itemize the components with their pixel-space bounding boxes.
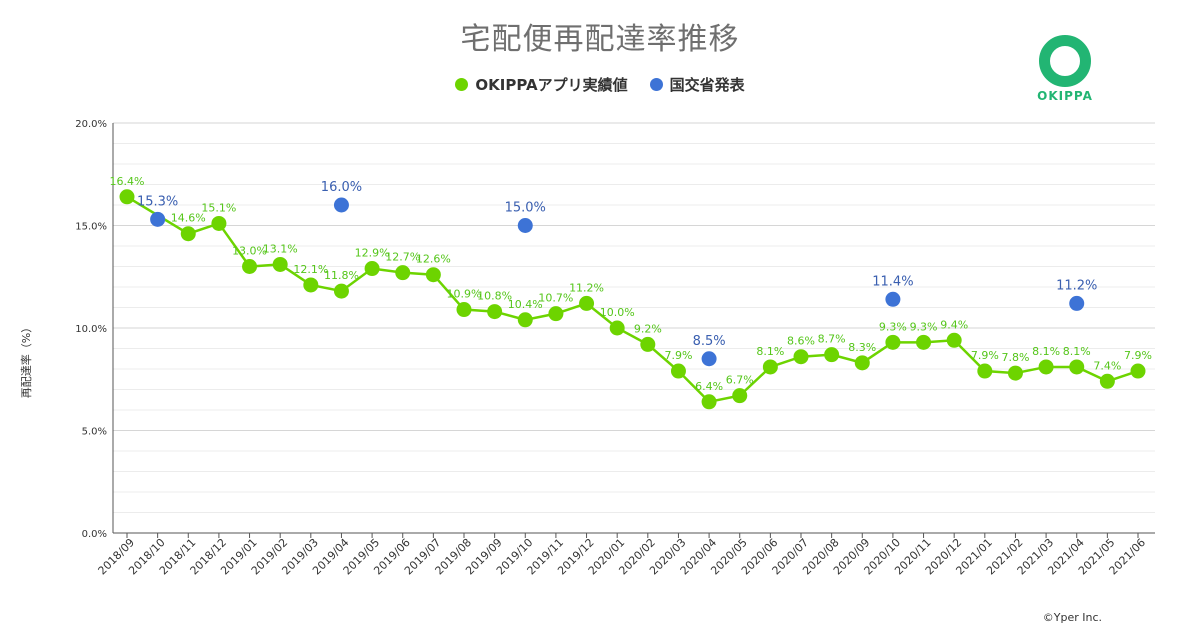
legend-marker-okippa (455, 78, 469, 91)
data-label-mlit: 16.0% (321, 180, 362, 195)
data-point-okippa (946, 332, 962, 348)
data-point-okippa (456, 302, 472, 318)
data-point-mlit (1069, 295, 1085, 311)
data-label-okippa: 6.7% (726, 374, 754, 387)
legend-label-mlit: 国交省発表 (669, 76, 745, 94)
data-label-okippa: 12.1% (293, 263, 328, 276)
data-point-okippa (487, 304, 503, 320)
legend-item-okippa: OKIPPAアプリ実績値 (455, 74, 628, 95)
data-label-okippa: 10.8% (477, 290, 512, 303)
data-point-mlit (333, 197, 349, 213)
data-point-okippa (609, 320, 625, 336)
data-label-okippa: 10.4% (508, 298, 543, 311)
data-label-okippa: 8.6% (787, 335, 815, 348)
legend-label-okippa: OKIPPAアプリ実績値 (475, 76, 628, 94)
data-label-okippa: 7.9% (664, 349, 692, 362)
data-label-okippa: 6.4% (695, 380, 723, 393)
y-tick-label: 20.0% (75, 119, 107, 130)
data-point-okippa (916, 334, 932, 350)
copyright: ©Yper Inc. (1042, 611, 1102, 624)
data-label-okippa: 14.6% (171, 212, 206, 225)
data-point-mlit (885, 291, 901, 307)
data-label-okippa: 12.6% (416, 253, 451, 266)
legend: OKIPPAアプリ実績値 国交省発表 (0, 74, 1200, 95)
data-label-mlit: 11.4% (872, 274, 913, 289)
data-label-okippa: 8.1% (1063, 345, 1091, 358)
legend-marker-mlit (649, 78, 663, 91)
data-point-okippa (180, 226, 196, 242)
data-point-okippa (548, 306, 564, 322)
data-point-okippa (211, 215, 227, 231)
logo-ring-icon (1039, 35, 1091, 87)
data-point-okippa (640, 336, 656, 352)
data-label-okippa: 10.9% (447, 288, 482, 301)
data-point-okippa (242, 259, 258, 274)
data-label-okippa: 7.9% (971, 349, 999, 362)
data-point-okippa (1099, 373, 1115, 389)
data-point-okippa (364, 261, 380, 277)
data-label-okippa: 7.9% (1124, 349, 1152, 362)
data-point-okippa (395, 265, 411, 281)
data-label-okippa: 8.1% (756, 345, 784, 358)
y-tick-label: 5.0% (82, 427, 107, 438)
data-point-okippa (1069, 359, 1085, 375)
data-label-okippa: 7.4% (1093, 359, 1121, 372)
data-point-okippa (1038, 359, 1054, 375)
chart-title: 宅配便再配達率推移 (460, 22, 740, 57)
data-label-okippa: 16.4% (110, 175, 145, 188)
data-point-okippa (824, 347, 840, 363)
data-label-okippa: 13.1% (263, 242, 298, 255)
data-point-okippa (977, 363, 993, 379)
data-point-okippa (579, 295, 595, 311)
data-label-okippa: 10.0% (600, 306, 635, 319)
data-point-okippa (793, 349, 809, 365)
data-point-okippa (885, 334, 901, 350)
data-label-okippa: 12.7% (385, 251, 420, 264)
data-label-okippa: 15.1% (201, 201, 236, 214)
data-point-okippa (517, 312, 533, 328)
legend-item-mlit: 国交省発表 (649, 74, 745, 95)
y-axis-label: 再配達率（%） (20, 321, 33, 399)
data-point-okippa (1007, 365, 1023, 381)
y-tick-label: 15.0% (75, 222, 107, 233)
data-point-okippa (854, 355, 870, 371)
data-label-okippa: 9.3% (910, 320, 938, 333)
data-label-mlit: 11.2% (1056, 278, 1097, 293)
data-point-okippa (762, 359, 778, 375)
data-point-okippa (303, 277, 319, 293)
data-label-okippa: 9.2% (634, 322, 662, 335)
data-label-okippa: 10.7% (538, 292, 573, 305)
data-label-mlit: 15.3% (137, 194, 178, 209)
okippa-logo: OKIPPA (1022, 25, 1108, 111)
data-point-okippa (272, 256, 288, 272)
data-label-okippa: 8.1% (1032, 345, 1060, 358)
data-point-okippa (670, 363, 686, 379)
data-point-mlit (701, 351, 717, 367)
data-point-mlit (517, 218, 533, 233)
data-point-okippa (701, 394, 717, 410)
data-point-okippa (119, 189, 135, 205)
data-label-okippa: 13.0% (232, 245, 267, 258)
data-label-okippa: 9.3% (879, 320, 907, 333)
data-label-okippa: 12.9% (355, 247, 390, 260)
data-label-okippa: 11.2% (569, 281, 604, 294)
data-point-mlit (150, 211, 166, 227)
y-tick-label: 10.0% (75, 324, 107, 335)
data-label-okippa: 8.7% (818, 333, 846, 346)
data-point-okippa (1130, 363, 1146, 379)
data-point-okippa (732, 388, 748, 404)
data-point-okippa (333, 283, 349, 299)
data-label-okippa: 9.4% (940, 318, 968, 331)
data-label-okippa: 8.3% (848, 341, 876, 354)
data-label-mlit: 15.0% (505, 201, 546, 216)
data-point-okippa (425, 267, 441, 283)
y-tick-label: 0.0% (82, 529, 107, 540)
logo-text: OKIPPA (1037, 89, 1093, 103)
data-label-okippa: 7.8% (1001, 351, 1029, 364)
data-label-okippa: 11.8% (324, 269, 359, 282)
data-label-mlit: 8.5% (693, 334, 726, 349)
